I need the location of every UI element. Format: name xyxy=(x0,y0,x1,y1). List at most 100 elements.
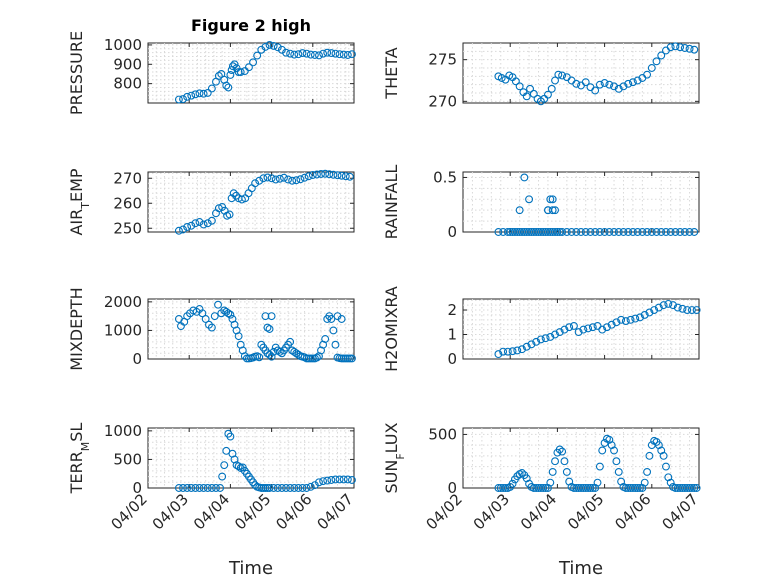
data-point xyxy=(220,206,229,215)
data-point xyxy=(183,484,192,492)
data-point xyxy=(600,228,609,236)
data-point xyxy=(579,325,588,334)
data-point xyxy=(319,49,328,58)
data-point xyxy=(234,332,243,341)
data-series xyxy=(494,299,701,359)
data-point xyxy=(269,484,278,492)
y-tick-label: 250 xyxy=(113,219,142,237)
subplot-5: 0 1000 2000 MIXDEPTH xyxy=(67,287,356,371)
data-point xyxy=(286,49,295,58)
data-point xyxy=(207,323,216,332)
data-point xyxy=(544,90,552,99)
data-point xyxy=(282,48,290,57)
figure-title: Figure 2 high xyxy=(191,16,311,35)
data-point xyxy=(255,353,264,362)
data-point xyxy=(522,342,531,351)
data-point xyxy=(659,451,668,460)
axes-background xyxy=(462,171,700,233)
data-point xyxy=(569,321,578,330)
data-point xyxy=(347,354,356,363)
data-point xyxy=(676,228,685,236)
y-tick-label: 1 xyxy=(447,326,457,344)
data-point xyxy=(678,304,687,313)
data-point xyxy=(331,49,340,58)
data-point xyxy=(541,334,550,343)
data-point xyxy=(671,42,680,51)
data-point xyxy=(310,51,319,59)
data-point xyxy=(187,484,196,492)
data-point xyxy=(572,79,581,88)
data-point xyxy=(690,228,699,236)
data-point xyxy=(532,337,541,346)
data-point xyxy=(513,346,522,355)
data-point xyxy=(558,71,567,80)
data-point xyxy=(548,206,557,215)
data-point xyxy=(199,220,208,229)
data-point xyxy=(321,335,330,343)
data-point xyxy=(525,195,534,204)
data-point xyxy=(207,216,216,225)
data-point xyxy=(210,312,219,321)
data-point xyxy=(226,310,235,319)
data-point xyxy=(298,49,307,58)
data-point xyxy=(508,347,517,356)
axes-background xyxy=(147,298,355,360)
data-point xyxy=(339,354,348,363)
data-point xyxy=(323,476,332,485)
data-point xyxy=(337,354,346,363)
data-point xyxy=(581,78,590,87)
y-axis-label: AIRTEMP xyxy=(67,168,92,235)
data-point xyxy=(588,323,597,332)
data-point xyxy=(294,50,303,59)
data-point xyxy=(600,79,609,87)
data-point xyxy=(614,84,623,93)
y-tick-label: 500 xyxy=(113,450,142,468)
x-tick-label: 04/05 xyxy=(564,490,607,533)
data-point xyxy=(638,228,647,236)
data-point xyxy=(554,70,563,79)
data-point xyxy=(230,60,239,69)
data-point xyxy=(308,171,317,179)
data-point xyxy=(214,71,223,80)
data-point xyxy=(645,308,654,317)
x-tick-label: 04/04 xyxy=(190,490,233,533)
data-point xyxy=(302,484,311,492)
data-point xyxy=(669,301,677,310)
y-axis-label: RAINFALL xyxy=(382,165,401,240)
data-point xyxy=(331,475,340,484)
data-point xyxy=(298,484,307,492)
data-point xyxy=(692,306,701,314)
data-point xyxy=(199,89,208,98)
data-point xyxy=(546,478,555,487)
data-point xyxy=(174,226,183,235)
data-point xyxy=(683,306,692,314)
data-point xyxy=(259,484,268,492)
data-point xyxy=(562,228,571,236)
data-point xyxy=(284,175,293,184)
data-point xyxy=(546,195,555,204)
data-point xyxy=(212,484,220,492)
data-point xyxy=(222,446,231,455)
subplot-6: 0 1 2 H2OMIXRA xyxy=(382,286,701,372)
grid xyxy=(463,172,699,232)
data-point xyxy=(290,50,299,59)
y-tick-label: 1000 xyxy=(104,36,142,54)
data-point xyxy=(195,484,204,492)
y-tick-label: 275 xyxy=(428,51,457,69)
data-point xyxy=(224,309,233,318)
data-point xyxy=(259,174,268,183)
data-point xyxy=(631,314,640,323)
data-point xyxy=(643,70,652,79)
data-point xyxy=(253,51,262,60)
x-tick-label: 04/07 xyxy=(659,490,702,533)
data-point xyxy=(335,50,344,59)
data-point xyxy=(624,228,633,236)
data-point xyxy=(607,320,616,329)
data-point xyxy=(621,317,630,325)
subplot-8: 0 500 04/02 04/03 04/04 04/05 04/06 04/07 SUNFLU… xyxy=(382,422,702,579)
data-point xyxy=(179,225,187,234)
y-axis-label: SUNFLUX xyxy=(382,422,407,493)
data-point xyxy=(263,484,272,492)
y-tick-label: 2000 xyxy=(104,293,142,311)
x-tick-label: 04/06 xyxy=(611,490,654,533)
